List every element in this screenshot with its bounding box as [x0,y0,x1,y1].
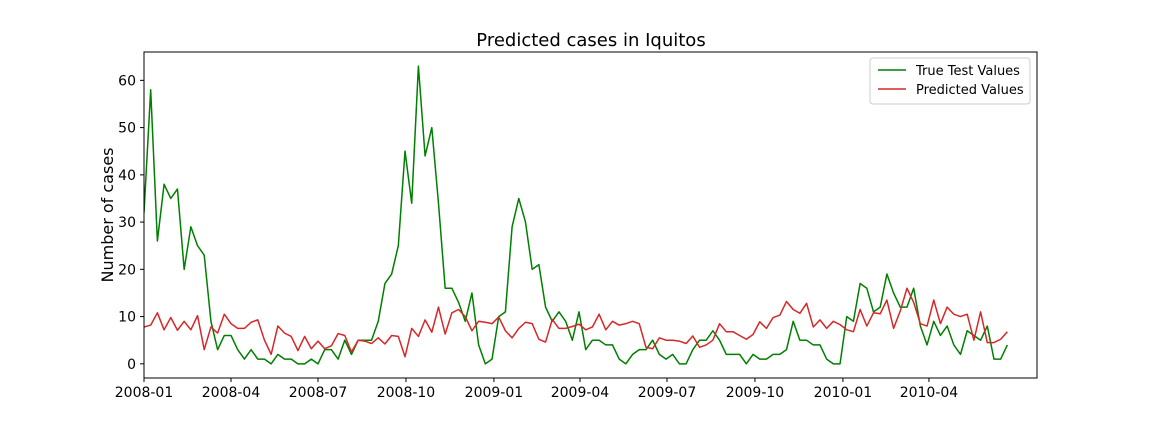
legend-label: True Test Values [915,64,1020,79]
series-line-true-test-values [144,65,1009,365]
x-tick-label: 2008-04 [202,385,261,401]
legend-label: Predicted Values [916,83,1024,98]
x-tick-label: 2008-01 [115,385,174,401]
x-tick-label: 2009-07 [638,385,697,401]
legend: True Test Values Predicted Values [869,57,1031,105]
series-layer [144,65,1009,365]
y-tick-label: 10 [118,310,136,326]
y-tick-label: 0 [127,357,136,373]
y-tick-label: 60 [118,73,136,89]
legend-box [869,57,1031,105]
x-tick-label: 2009-01 [465,385,524,401]
y-axis-title: Number of cases [98,148,117,283]
x-tick-label: 2010-01 [814,385,873,401]
x-tick-label: 2008-07 [289,385,348,401]
y-tick-label: 50 [118,121,136,137]
plot-frame [143,51,1038,379]
y-tick-label: 40 [118,168,136,184]
x-axis: 2008-01 2008-04 2008-07 2008-10 2009-01 2009-… [115,378,959,401]
chart-title: Predicted cases in Iquitos [476,30,705,51]
series-line-predicted-values [144,287,1008,358]
y-tick-label: 20 [118,262,136,278]
x-tick-label: 2009-04 [551,385,610,401]
x-tick-label: 2009-10 [726,385,785,401]
y-tick-label: 30 [118,215,136,231]
y-axis: 0 10 20 30 40 50 60 [118,73,144,373]
x-tick-label: 2010-04 [900,385,959,401]
x-tick-label: 2008-10 [377,385,436,401]
